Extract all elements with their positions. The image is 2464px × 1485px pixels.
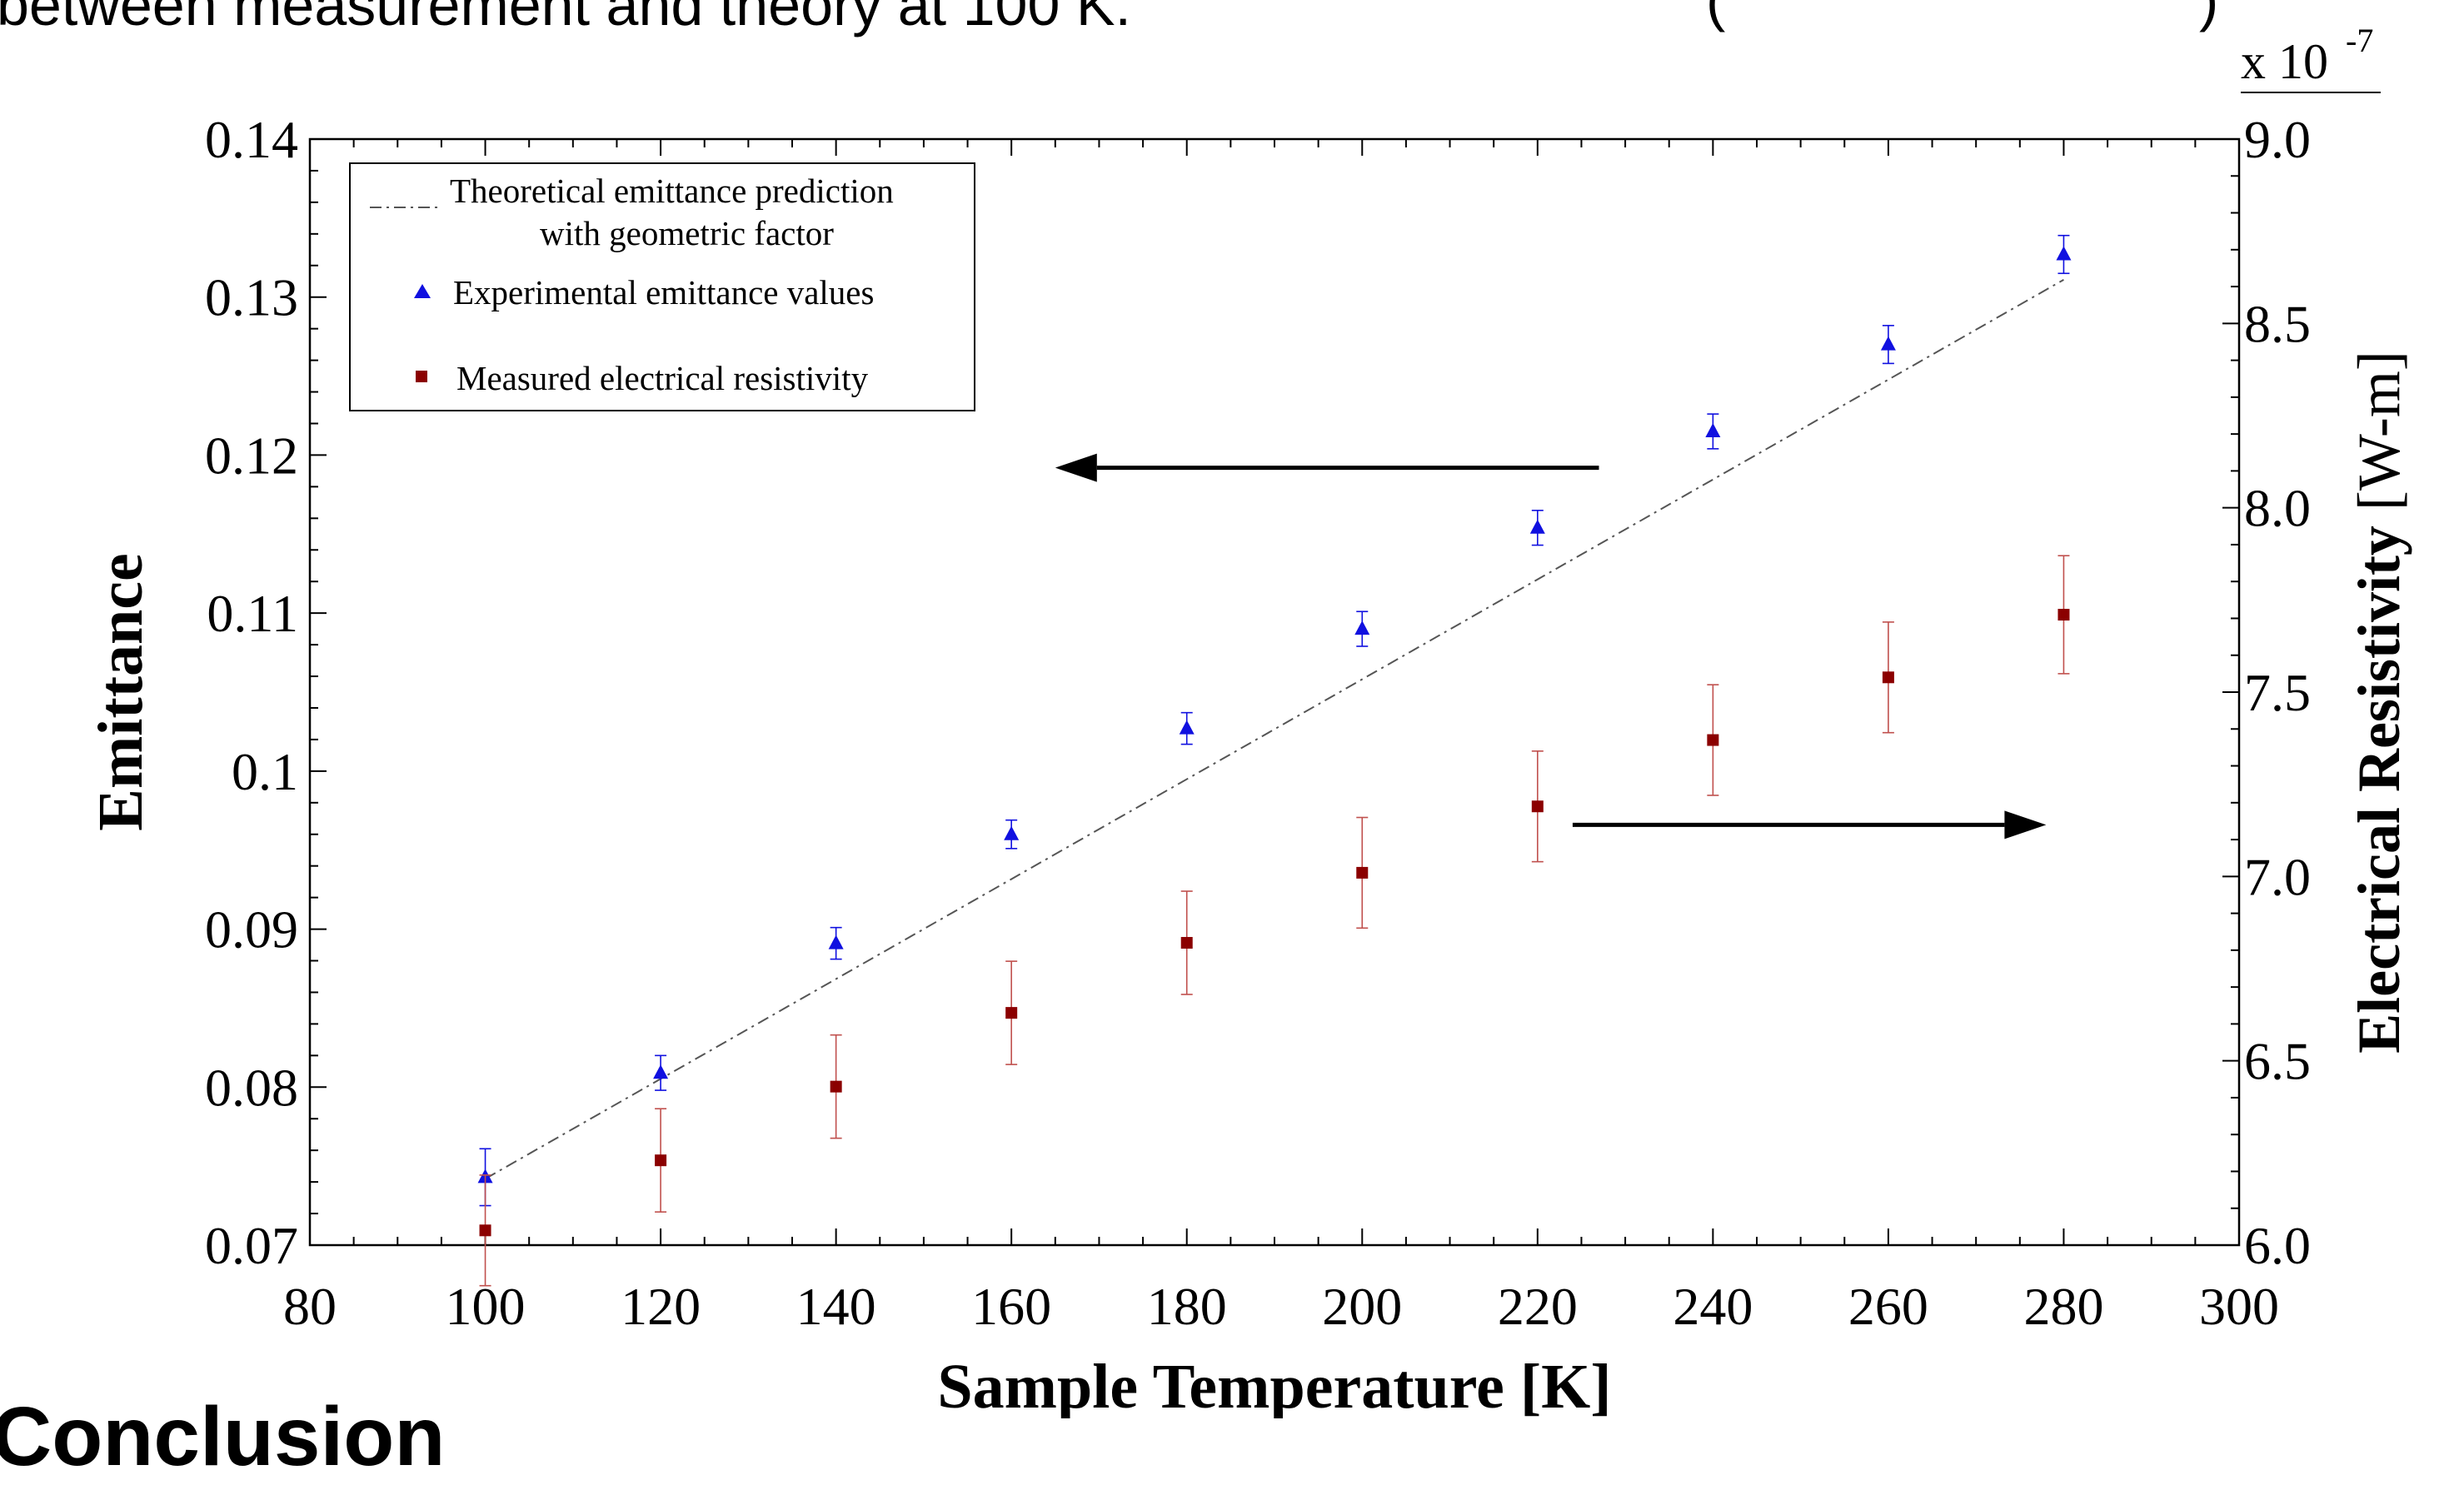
emittance-resistivity-chart: 80 100 120 140 160 180 200 220 240 260 280 300 0.07…	[86, 22, 2412, 1422]
triangle-marker	[1529, 519, 1545, 534]
y2-tick-label: 7.5	[2244, 663, 2311, 722]
emittance-point	[1880, 325, 1896, 365]
resistivity-point	[830, 1034, 842, 1139]
resistivity-point	[2057, 555, 2070, 675]
y2-axis-title: Electrical Resistivity [W-m]	[2346, 351, 2412, 1054]
triangle-marker	[2056, 246, 2072, 261]
legend-square-marker	[416, 371, 427, 382]
x-tick-label: 280	[2023, 1277, 2103, 1336]
square-marker	[655, 1154, 667, 1167]
square-marker	[830, 1080, 842, 1093]
y2-tick-label: 9.0	[2244, 110, 2311, 169]
x-tick-label: 260	[1848, 1277, 1928, 1336]
x-axis-title: Sample Temperature [K]	[937, 1352, 1611, 1418]
y2-tick-label: 6.5	[2244, 1032, 2311, 1091]
resistivity-point	[479, 1174, 491, 1287]
x-tick-label: 200	[1322, 1277, 1402, 1336]
resistivity-point	[1531, 750, 1544, 863]
square-marker	[1707, 734, 1719, 746]
resistivity-point	[1005, 960, 1018, 1065]
y2-multiplier-exponent: -7	[2346, 22, 2373, 59]
resistivity-point	[1180, 890, 1193, 995]
figure-stage: between measurement and theory at 100 K.…	[0, 0, 2412, 1483]
square-marker	[2057, 609, 2070, 621]
y-tick-label: 0.09	[205, 900, 298, 959]
y2-tick-label: 8.0	[2244, 479, 2311, 538]
emittance-point	[1179, 711, 1195, 745]
resistivity-point	[1707, 684, 1719, 796]
emittance-point	[2056, 234, 2072, 275]
x-tick-label: 220	[1498, 1277, 1578, 1336]
x-tick-label: 240	[1673, 1277, 1753, 1336]
legend-label-theory-1: Theoretical emittance prediction	[450, 172, 894, 210]
resistivity-point	[655, 1108, 667, 1213]
triangle-marker	[1004, 825, 1020, 840]
caption-fragment: between measurement and theory at 100 K.	[0, 0, 1131, 37]
resistivity-point	[1356, 816, 1369, 929]
y2-multiplier-text: x 10	[2241, 34, 2328, 89]
x-tick-labels: 80 100 120 140 160 180 200 220 240 260 280 300	[283, 1277, 2279, 1336]
y2-tick-labels: 6.0 6.5 7.0 7.5 8.0 8.5 9.0	[2244, 110, 2311, 1275]
x-tick-label: 140	[796, 1277, 876, 1336]
y-tick-label: 0.1	[232, 742, 298, 801]
square-marker	[1531, 800, 1544, 813]
x-tick-label: 120	[621, 1277, 701, 1336]
triangle-marker	[1354, 620, 1370, 635]
square-marker	[1882, 671, 1894, 684]
section-heading: Conclusion	[0, 1390, 446, 1483]
series-layer	[477, 234, 2072, 1287]
y2-axis-title-main: Electrical Resistivity	[2346, 526, 2412, 1054]
triangle-marker	[653, 1064, 669, 1079]
square-marker	[1180, 937, 1193, 949]
emittance-point	[1705, 413, 1721, 450]
emittance-point	[653, 1054, 669, 1091]
y-tick-label: 0.11	[207, 584, 298, 643]
y2-tick-label: 7.0	[2244, 847, 2311, 906]
x-tick-label: 180	[1147, 1277, 1227, 1336]
legend-label-experimental: Experimental emittance values	[453, 273, 874, 311]
y2-multiplier: x 10 -7	[2241, 22, 2381, 93]
tick-marks	[309, 138, 2240, 1246]
emittance-point	[1004, 819, 1020, 850]
triangle-marker	[1179, 720, 1195, 735]
y-axis-title: Emittance	[86, 553, 156, 830]
legend-box	[349, 162, 975, 411]
arrow-left	[1055, 453, 1599, 482]
y2-tick-label: 8.5	[2244, 294, 2311, 353]
arrow-head	[1055, 453, 1097, 482]
resistivity-point	[1882, 621, 1894, 734]
arrow-head	[2004, 810, 2047, 840]
arrow-right	[1572, 810, 2047, 840]
y2-tick-label: 6.0	[2244, 1216, 2311, 1275]
x-tick-label: 160	[971, 1277, 1051, 1336]
legend-triangle-marker	[414, 284, 431, 298]
square-marker	[1005, 1007, 1018, 1019]
legend: Theoretical emittance prediction with ge…	[349, 162, 975, 411]
triangle-marker	[1880, 336, 1896, 351]
y-tick-label: 0.08	[205, 1058, 298, 1117]
x-tick-label: 300	[2199, 1277, 2279, 1336]
x-tick-label: 80	[283, 1277, 337, 1336]
x-tick-label: 100	[446, 1277, 526, 1336]
emittance-point	[1529, 510, 1545, 546]
square-marker	[1356, 866, 1369, 879]
theory-line	[485, 278, 2064, 1180]
paren-right: )	[2199, 0, 2219, 32]
square-marker	[479, 1224, 491, 1237]
emittance-point	[828, 926, 844, 960]
triangle-marker	[1705, 422, 1721, 437]
y-tick-labels: 0.07 0.08 0.09 0.1 0.11 0.12 0.13 0.14	[205, 110, 298, 1275]
paren-left: (	[1706, 0, 1726, 32]
annotation-arrows	[1055, 453, 2047, 840]
y2-axis-unit: [W-m]	[2346, 351, 2412, 511]
y-tick-label: 0.13	[205, 268, 298, 327]
triangle-marker	[828, 934, 844, 949]
y-tick-label: 0.07	[205, 1216, 298, 1275]
legend-label-resistivity: Measured electrical resistivity	[456, 359, 869, 397]
legend-label-theory-2: with geometric factor	[540, 214, 834, 252]
emittance-point	[1354, 610, 1370, 647]
y-tick-label: 0.14	[205, 110, 298, 169]
y-tick-label: 0.12	[205, 426, 298, 485]
